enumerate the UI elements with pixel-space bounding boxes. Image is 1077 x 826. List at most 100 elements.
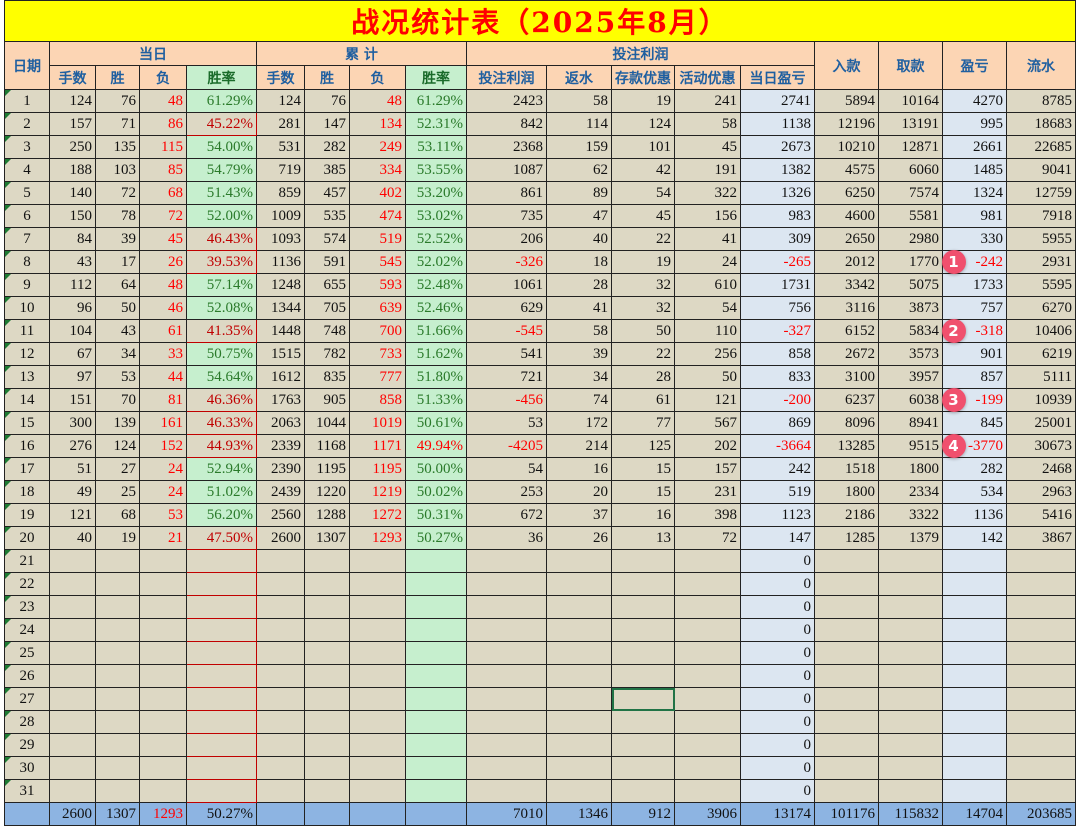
data-cell[interactable]: 20 [546, 480, 612, 504]
data-cell[interactable] [611, 549, 675, 573]
data-cell[interactable]: 1136 [256, 250, 305, 274]
data-cell[interactable]: 0 [740, 572, 815, 596]
data-cell[interactable] [1006, 618, 1076, 642]
data-cell[interactable]: 53.20% [405, 181, 467, 205]
data-cell[interactable]: 135 [95, 135, 140, 159]
date-cell[interactable]: 21 [4, 549, 50, 573]
data-cell[interactable] [674, 641, 741, 665]
data-cell[interactable] [405, 641, 467, 665]
data-cell[interactable]: 12759 [1006, 181, 1076, 205]
data-cell[interactable]: 157 [674, 457, 741, 481]
data-cell[interactable]: 3100 [814, 365, 879, 389]
data-cell[interactable] [186, 572, 257, 596]
data-cell[interactable]: 32 [611, 273, 675, 297]
data-cell[interactable]: 78 [95, 204, 140, 228]
data-cell[interactable] [95, 595, 140, 619]
data-cell[interactable]: 54 [466, 457, 547, 481]
data-cell[interactable]: 2963 [1006, 480, 1076, 504]
data-cell[interactable]: 655 [304, 273, 350, 297]
data-cell[interactable]: 845 [942, 411, 1007, 435]
data-cell[interactable] [256, 733, 305, 757]
subheader-cell[interactable]: 返水 [546, 65, 612, 90]
data-cell[interactable]: 44 [139, 365, 187, 389]
data-cell[interactable]: 10939 [1006, 388, 1076, 412]
data-cell[interactable]: 24 [139, 457, 187, 481]
data-cell[interactable] [466, 549, 547, 573]
data-cell[interactable] [139, 549, 187, 573]
data-cell[interactable]: 50.27% [186, 802, 257, 826]
data-cell[interactable]: 18683 [1006, 112, 1076, 136]
data-cell[interactable]: 39.53% [186, 250, 257, 274]
data-cell[interactable] [674, 710, 741, 734]
header-betting-profit[interactable]: 投注利润 [466, 41, 815, 66]
data-cell[interactable]: 84 [49, 227, 96, 251]
date-cell[interactable]: 24 [4, 618, 50, 642]
data-cell[interactable]: 58 [674, 112, 741, 136]
data-cell[interactable]: 71 [95, 112, 140, 136]
data-cell[interactable]: 2931 [1006, 250, 1076, 274]
data-cell[interactable]: 591 [304, 250, 350, 274]
data-cell[interactable] [878, 664, 943, 688]
date-cell[interactable]: 12 [4, 342, 50, 366]
data-cell[interactable]: 50 [95, 296, 140, 320]
data-cell[interactable]: 0 [740, 641, 815, 665]
data-cell[interactable]: 2334 [878, 480, 943, 504]
data-cell[interactable]: 276 [49, 434, 96, 458]
data-cell[interactable]: 2661 [942, 135, 1007, 159]
data-cell[interactable]: 385 [304, 158, 350, 182]
subheader-cell[interactable]: 手数 [49, 65, 96, 90]
data-cell[interactable]: 25001 [1006, 411, 1076, 435]
data-cell[interactable] [942, 733, 1007, 757]
data-cell[interactable]: 0 [740, 756, 815, 780]
data-cell[interactable] [546, 779, 612, 803]
subheader-cell[interactable]: 胜率 [405, 65, 467, 90]
data-cell[interactable]: 1123 [740, 503, 815, 527]
data-cell[interactable]: 1346 [546, 802, 612, 826]
data-cell[interactable] [304, 595, 350, 619]
data-cell[interactable]: 1293 [349, 526, 406, 550]
data-cell[interactable]: 172 [546, 411, 612, 435]
data-cell[interactable]: 5075 [878, 273, 943, 297]
data-cell[interactable] [349, 618, 406, 642]
data-cell[interactable]: 89 [546, 181, 612, 205]
data-cell[interactable] [814, 618, 879, 642]
data-cell[interactable]: 3867 [1006, 526, 1076, 550]
date-cell[interactable]: 7 [4, 227, 50, 251]
data-cell[interactable]: 214 [546, 434, 612, 458]
data-cell[interactable]: 54.00% [186, 135, 257, 159]
data-cell[interactable]: 6250 [814, 181, 879, 205]
data-cell[interactable]: 705 [304, 296, 350, 320]
data-cell[interactable]: 6152 [814, 319, 879, 343]
data-cell[interactable] [814, 549, 879, 573]
data-cell[interactable] [1006, 664, 1076, 688]
data-cell[interactable]: 21 [139, 526, 187, 550]
date-cell[interactable]: 29 [4, 733, 50, 757]
data-cell[interactable]: 47.50% [186, 526, 257, 550]
data-cell[interactable]: 13285 [814, 434, 879, 458]
data-cell[interactable] [49, 687, 96, 711]
data-cell[interactable]: 2368 [466, 135, 547, 159]
data-cell[interactable] [674, 756, 741, 780]
data-cell[interactable]: 1800 [878, 457, 943, 481]
data-cell[interactable] [95, 641, 140, 665]
data-cell[interactable] [256, 641, 305, 665]
data-cell[interactable]: 1061 [466, 273, 547, 297]
date-cell[interactable]: 15 [4, 411, 50, 435]
data-cell[interactable]: 76 [304, 89, 350, 113]
data-cell[interactable]: 574 [304, 227, 350, 251]
data-cell[interactable]: 249 [349, 135, 406, 159]
data-cell[interactable]: 124 [95, 434, 140, 458]
data-cell[interactable]: 1248 [256, 273, 305, 297]
data-cell[interactable] [878, 756, 943, 780]
data-cell[interactable]: 47 [546, 204, 612, 228]
data-cell[interactable]: 74 [546, 388, 612, 412]
data-cell[interactable] [95, 756, 140, 780]
data-cell[interactable] [186, 779, 257, 803]
data-cell[interactable] [186, 641, 257, 665]
data-cell[interactable]: 2339 [256, 434, 305, 458]
data-cell[interactable]: 534 [942, 480, 1007, 504]
data-cell[interactable] [49, 710, 96, 734]
data-cell[interactable] [405, 595, 467, 619]
data-cell[interactable]: 115832 [878, 802, 943, 826]
data-cell[interactable]: 474 [349, 204, 406, 228]
